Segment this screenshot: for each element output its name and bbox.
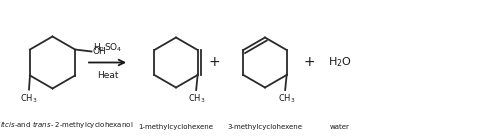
Text: H$_2$SO$_4$: H$_2$SO$_4$ [92,41,122,54]
Text: +: + [303,55,315,69]
Text: CH$_3$: CH$_3$ [20,92,38,104]
Text: Heat: Heat [97,71,118,80]
Text: CH$_3$: CH$_3$ [188,93,206,105]
Text: $it{cis}$-and $\it{trans}$- 2-methylcyclohexanol: $it{cis}$-and $\it{trans}$- 2-methylcycl… [0,119,134,130]
Text: water: water [330,124,350,130]
Text: 3-methylcyclohexene: 3-methylcyclohexene [228,124,302,130]
Text: 1-methylcyclohexene: 1-methylcyclohexene [138,124,214,130]
Text: OH: OH [92,47,106,56]
Text: CH$_3$: CH$_3$ [278,93,295,105]
Text: H$_2$O: H$_2$O [328,56,352,69]
Text: +: + [208,55,220,69]
